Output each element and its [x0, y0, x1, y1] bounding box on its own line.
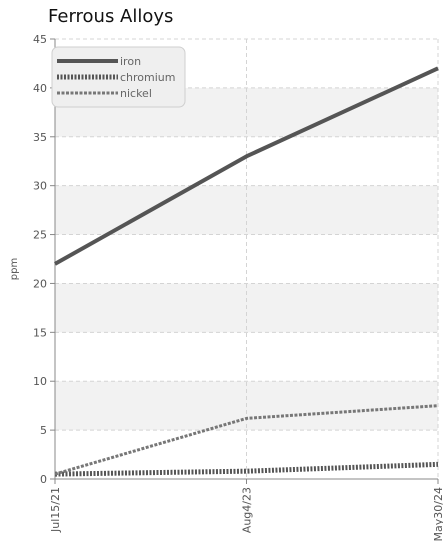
chart-title: Ferrous Alloys — [48, 6, 174, 27]
y-tick-labels: 0 5 10 15 20 25 30 35 40 45 — [33, 33, 55, 486]
legend-label-chromium: chromium — [120, 71, 176, 84]
x-tick-labels: Jul15/21 Aug4/23 May30/24 — [49, 479, 443, 541]
x-tick-label: Aug4/23 — [241, 487, 254, 533]
x-tick-label: Jul15/21 — [49, 487, 62, 533]
series-line-chromium — [54, 461, 439, 477]
x-tick-label: May30/24 — [432, 487, 443, 541]
legend: iron chromium nickel — [51, 46, 186, 108]
y-tick-label: 30 — [33, 180, 47, 193]
y-tick-label: 45 — [33, 33, 47, 46]
y-tick-label: 25 — [33, 229, 47, 242]
y-tick-label: 15 — [33, 326, 47, 339]
y-axis-label: ppm — [9, 258, 20, 280]
series-line-nickel — [54, 404, 439, 476]
series-lines — [54, 66, 439, 477]
y-tick-label: 35 — [33, 131, 47, 144]
legend-label-nickel: nickel — [120, 87, 152, 100]
y-tick-label: 40 — [33, 82, 47, 95]
y-tick-label: 0 — [40, 473, 47, 486]
y-tick-label: 20 — [33, 277, 47, 290]
series-line-iron — [54, 66, 439, 266]
legend-label-iron: iron — [120, 55, 141, 68]
y-tick-label: 10 — [33, 375, 47, 388]
y-tick-label: 5 — [40, 424, 47, 437]
